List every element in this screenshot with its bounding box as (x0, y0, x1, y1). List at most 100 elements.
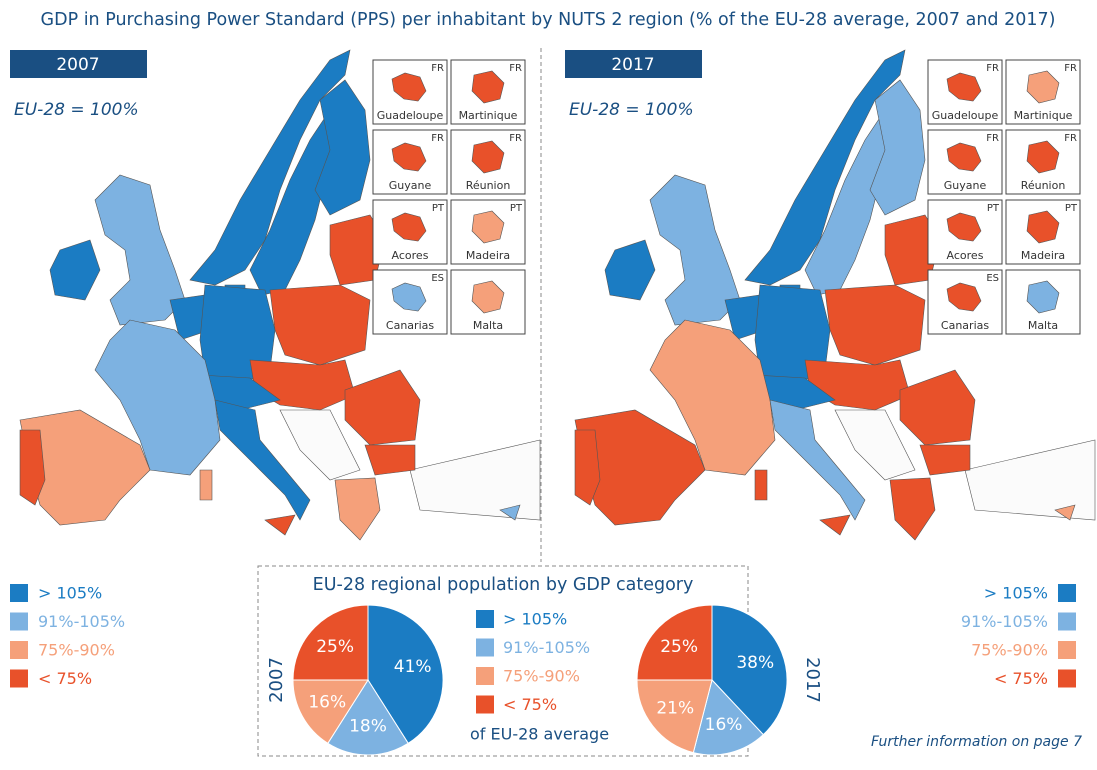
inset-region (1026, 210, 1060, 244)
slice-label: 38% (736, 653, 774, 673)
year-label: 2017 (611, 55, 654, 75)
region-sardinia (754, 469, 768, 501)
inset-country: FR (509, 63, 522, 74)
slice-label: 16% (308, 692, 346, 712)
region-norway (744, 49, 906, 286)
legend-label: < 75% (503, 695, 557, 714)
inset-region (1026, 70, 1060, 104)
region-portugal (574, 429, 601, 506)
inset-label: Guadeloupe (377, 109, 444, 122)
year-label: 2007 (56, 55, 99, 75)
region-bulgaria (364, 444, 416, 476)
legend-note: of EU-28 average (470, 725, 609, 744)
inset-country: FR (509, 133, 522, 144)
pie-slice (692, 678, 765, 756)
inset-region (946, 282, 982, 312)
pie-slice (636, 679, 713, 754)
footer: Further information on page 7 (871, 734, 1082, 750)
region-romania (344, 369, 421, 446)
inset-label: Madeira (466, 249, 510, 262)
inset-label: Canarias (386, 319, 434, 332)
inset-label: Martinique (1014, 109, 1073, 122)
map: 2017 EU-28 = 100% Guadeloupe FR Martinique FR… (565, 49, 1096, 541)
slice-label: 18% (349, 717, 387, 737)
inset-country: FR (986, 63, 999, 74)
legend-label: 75%-90% (38, 641, 115, 660)
region-norway (189, 49, 351, 286)
legend-swatch (476, 667, 494, 685)
inset-country: ES (986, 273, 999, 284)
legend-label: 91%-105% (503, 638, 590, 657)
region-italy (769, 399, 866, 521)
inset-region (946, 72, 982, 102)
inset-region (471, 210, 505, 244)
slice-label: 25% (660, 637, 698, 657)
inset-label: Réunion (466, 179, 511, 192)
region-cyprus (499, 504, 521, 521)
inset-country: ES (431, 273, 444, 284)
slice-label: 21% (656, 699, 694, 719)
inset-country: FR (986, 133, 999, 144)
legend-label: < 75% (994, 669, 1048, 688)
region-turkey (964, 439, 1096, 521)
legend-swatch (10, 612, 28, 631)
inset-label: Madeira (1021, 249, 1065, 262)
inset-country: PT (987, 203, 1000, 214)
region-finland (869, 79, 926, 216)
legend-swatch (1058, 584, 1076, 602)
pie-slice (711, 604, 788, 736)
region-poland (269, 284, 371, 366)
region-romania (899, 369, 976, 446)
legend-label: > 105% (38, 584, 102, 603)
region-balkans (834, 409, 916, 481)
legend-swatch (476, 610, 494, 628)
legend-label: 75%-90% (503, 667, 580, 686)
map-note: EU-28 = 100% (14, 100, 139, 120)
inset-region (946, 212, 982, 242)
legend-label: 91%-105% (961, 612, 1048, 631)
region-greece (889, 477, 936, 541)
region-greece (334, 477, 381, 541)
region-finland (314, 79, 371, 216)
inset-region (391, 282, 427, 312)
region-uk (94, 174, 186, 326)
legend-swatch (10, 641, 28, 659)
legend-label: 75%-90% (971, 641, 1048, 660)
region-france (649, 319, 776, 476)
region-uk (649, 174, 741, 326)
inset-label: Guadeloupe (932, 109, 999, 122)
pie-title: 2017 (802, 657, 823, 703)
region-bulgaria (919, 444, 971, 476)
legend-label: > 105% (503, 610, 567, 629)
legend-swatch (10, 584, 28, 602)
region-sicily (819, 514, 851, 536)
pie-slice (292, 679, 369, 745)
legend-swatch (1058, 669, 1076, 688)
region-turkey (409, 439, 541, 521)
inset-label: Acores (392, 249, 429, 262)
legend-swatch (10, 669, 28, 688)
inset-region (1026, 140, 1060, 174)
map: 2007 EU-28 = 100% Guadeloupe FR Martinique FR… (10, 49, 541, 541)
inset-region (471, 70, 505, 104)
pie-slice (636, 604, 713, 681)
inset-country: FR (1064, 63, 1077, 74)
inset-country: FR (431, 133, 444, 144)
inset-region (391, 212, 427, 242)
inset-region (471, 280, 505, 314)
inset-region (1026, 280, 1060, 314)
inset-label: Malta (1028, 319, 1058, 332)
legend-swatch (1058, 612, 1076, 631)
region-ireland (49, 239, 101, 301)
pie-title: 2007 (266, 657, 287, 703)
region-balkans (279, 409, 361, 481)
inset-region (471, 140, 505, 174)
legend-label: < 75% (38, 669, 92, 688)
region-sardinia (199, 469, 213, 501)
inset-label: Martinique (459, 109, 518, 122)
inset-region (391, 142, 427, 172)
pie-slice (327, 679, 409, 756)
legend-swatch (1058, 641, 1076, 659)
region-cyprus (1054, 504, 1076, 521)
